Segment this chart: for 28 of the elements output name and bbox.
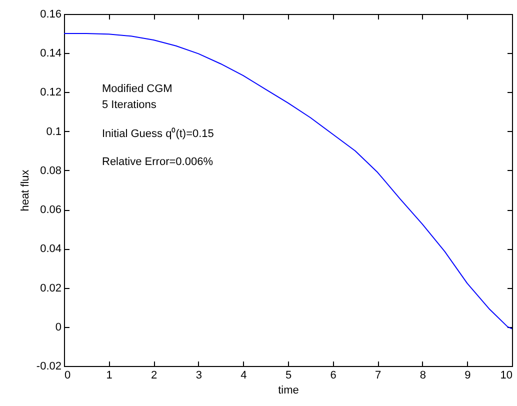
x-tick-label: 7 (375, 370, 382, 382)
y-tick-label: 0.1 (46, 126, 62, 138)
x-tick-label: 4 (240, 370, 247, 382)
y-tick-label: 0.02 (40, 282, 62, 294)
annotation: Modified CGM (102, 83, 172, 95)
annotation: Relative Error=0.006% (102, 156, 214, 168)
x-tick-label: 3 (196, 370, 202, 382)
line-series (64, 33, 512, 330)
y-axis-title: heat flux (19, 169, 32, 212)
y-tick-label: 0.06 (40, 204, 62, 216)
x-axis-title: time (278, 384, 299, 396)
x-tick-label: 5 (285, 370, 292, 382)
y-tick-label: 0.04 (40, 243, 62, 256)
x-tick-label: 0 (64, 370, 71, 382)
y-tick-label: 0.16 (40, 8, 62, 20)
x-tick-label: 2 (151, 370, 158, 382)
y-tick-label: 0.14 (40, 48, 62, 60)
x-tick-label: 9 (464, 370, 471, 382)
y-tick-label: -0.02 (36, 360, 62, 372)
annotation: 5 Iterations (102, 99, 157, 111)
x-tick-label: 6 (330, 370, 336, 382)
annotation: Initial Guess q⁰(t)=0.15 (102, 127, 214, 140)
y-tick-label: 0 (55, 321, 62, 334)
y-tick-label: 0.08 (40, 164, 62, 177)
x-tick-label: 10 (500, 370, 512, 382)
x-tick-label: 1 (106, 370, 112, 382)
x-tick-label: 8 (420, 370, 426, 382)
y-tick-label: 0.12 (40, 86, 62, 99)
